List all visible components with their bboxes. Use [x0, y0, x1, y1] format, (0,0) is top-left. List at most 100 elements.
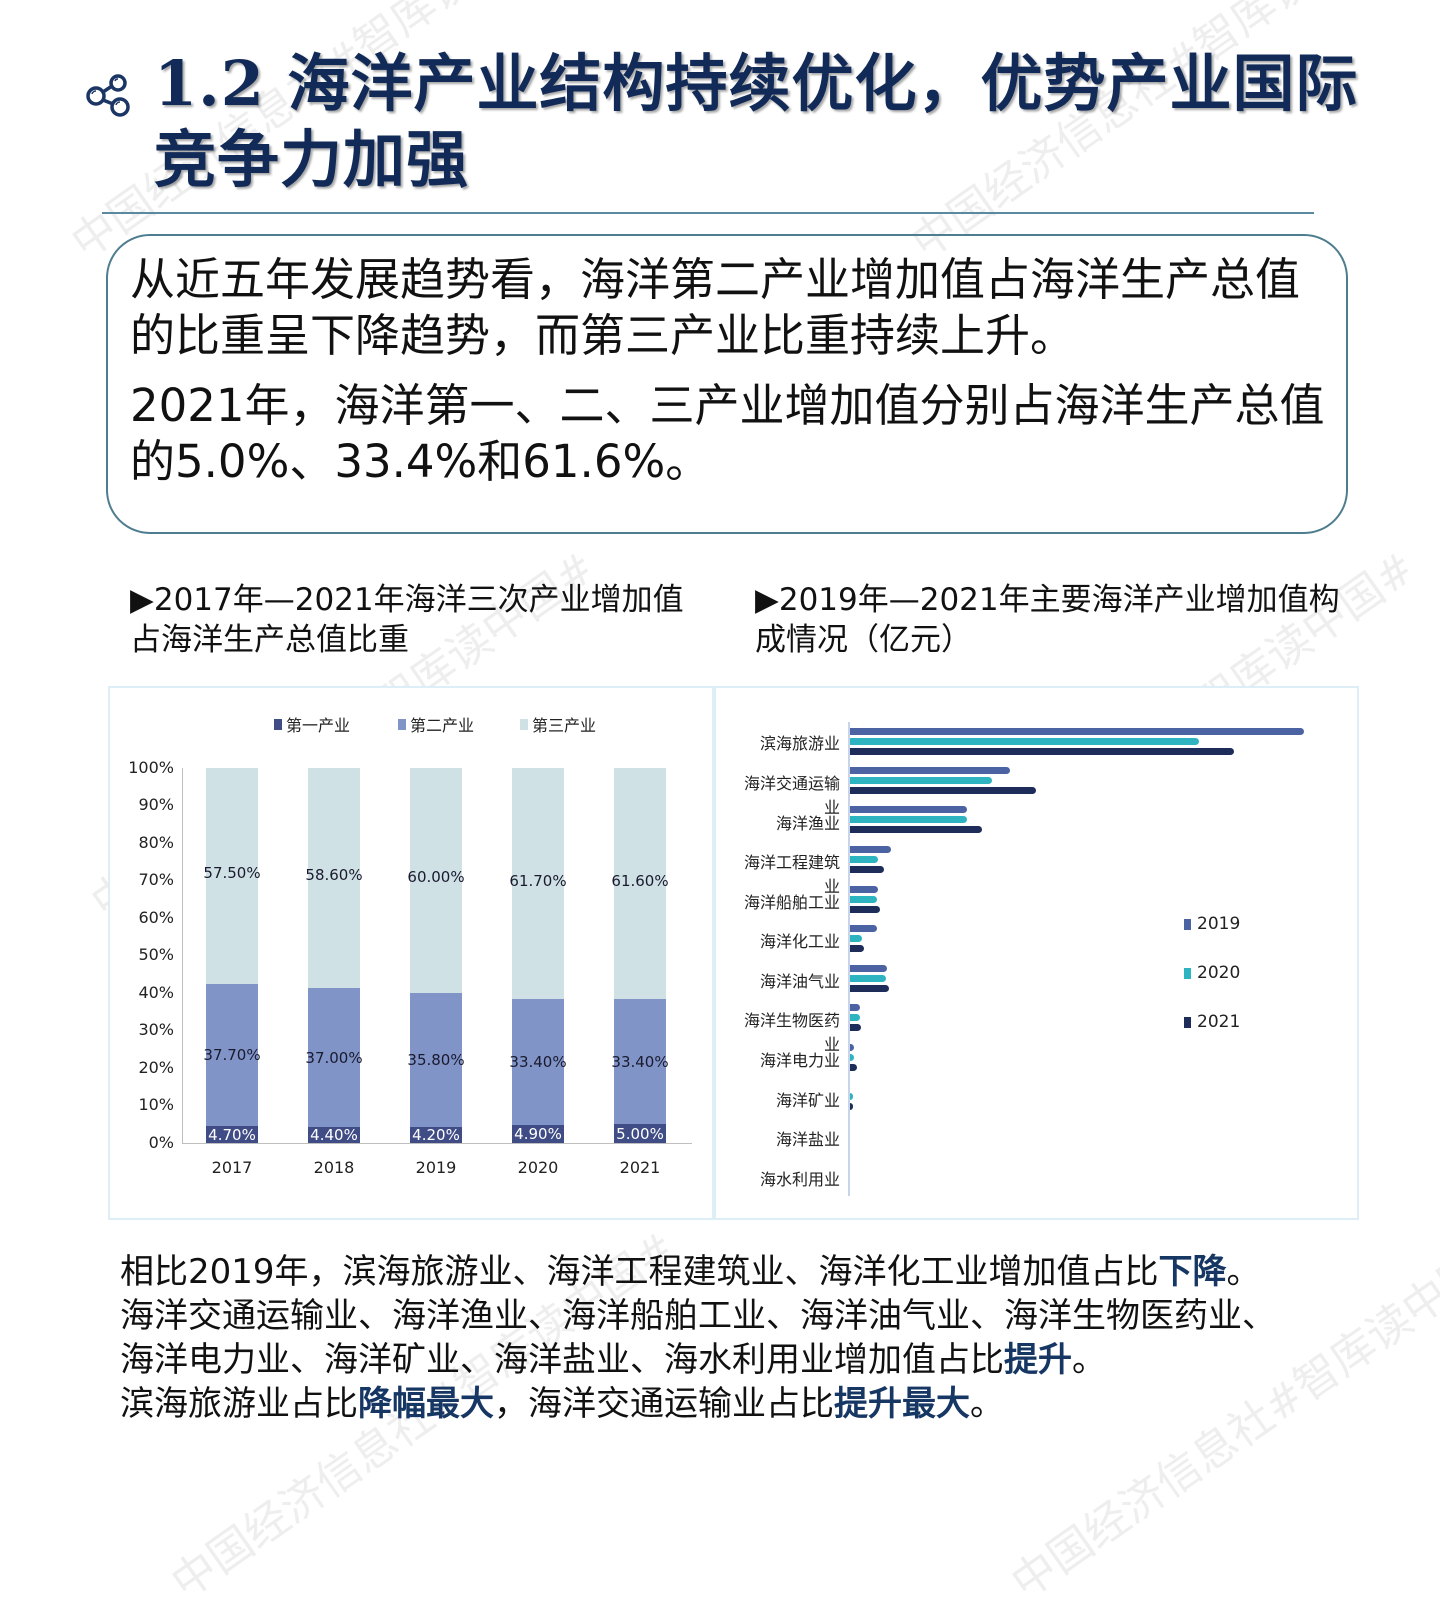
summary-line-1: 相比2019年，滨海旅游业、海洋工程建筑业、海洋化工业增加值占比下降。 [120, 1250, 1400, 1294]
bar-2020 [850, 935, 862, 942]
y-tick: 80% [138, 833, 174, 852]
y-tick: 20% [138, 1058, 174, 1077]
title-divider [102, 212, 1314, 214]
category-label: 海洋盐业 [775, 1130, 840, 1149]
emphasis-increase: 提升 [1004, 1340, 1072, 1380]
summary-line-3: 海洋电力业、海洋矿业、海洋盐业、海水利用业增加值占比提升。 [120, 1338, 1400, 1382]
legend-item-2020: 2020 [1184, 963, 1240, 983]
bar-2021 [850, 945, 864, 952]
x-tick: 2021 [619, 1158, 661, 1177]
y-tick: 50% [138, 945, 174, 964]
legend-item-2019: 2019 [1184, 914, 1240, 934]
bar-secondary: 37.00% [305, 988, 363, 1127]
bar-2020 [850, 856, 878, 863]
bar-primary: 4.90% [512, 1125, 564, 1143]
bar-2019 [850, 846, 891, 853]
x-tick: 2017 [211, 1158, 253, 1177]
category-label: 海洋交通运输业 [743, 774, 840, 817]
bar-2019 [850, 728, 1304, 735]
x-axis [182, 1143, 692, 1144]
bar-2020 [850, 777, 992, 784]
bar-2020 [850, 1014, 860, 1021]
bar-2019 [850, 806, 967, 813]
legend-label: 2019 [1197, 914, 1241, 934]
bar-2020 [850, 816, 967, 823]
summary-text-segment: 。 [1226, 1252, 1261, 1292]
bar-2021 [850, 748, 1234, 755]
share-nodes-icon [86, 74, 130, 117]
left-chart-caption: ▶2017年—2021年海洋三次产业增加值占海洋生产总值比重 [130, 582, 684, 658]
category-label: 海洋工程建筑业 [743, 853, 840, 896]
legend-item-primary: 第一产业 [274, 712, 350, 736]
bar-secondary: 33.40% [509, 999, 567, 1125]
emphasis-largest-decrease: 降幅最大 [358, 1384, 494, 1424]
emphasis-largest-increase: 提升最大 [834, 1384, 970, 1424]
summary-text-segment: 。 [970, 1384, 1004, 1424]
legend-item-2021: 2021 [1184, 1012, 1240, 1032]
legend-item-tertiary: 第三产业 [520, 712, 596, 736]
bar-tertiary: 58.60% [305, 768, 363, 988]
bar-2021 [850, 1024, 861, 1031]
category-label: 海水利用业 [759, 1170, 840, 1189]
bar-2021 [850, 906, 880, 913]
y-tick: 70% [138, 870, 174, 889]
bar-2021 [850, 787, 1036, 794]
bar-2019 [850, 1044, 854, 1051]
bar-2020 [850, 1093, 853, 1100]
category-label: 海洋油气业 [759, 972, 840, 991]
category-label: 海洋矿业 [775, 1091, 840, 1110]
category-label: 海洋渔业 [775, 814, 840, 833]
horizontal-bar-chart: 滨海旅游业 海洋交通运输业 海洋渔业 海洋工程建筑业 海洋船舶工业 海洋化工业 … [714, 686, 1359, 1220]
bar-primary: 4.20% [410, 1126, 462, 1144]
bar-2019 [850, 965, 887, 972]
summary-text-segment: 滨海旅游业占比 [120, 1384, 358, 1424]
title-line-2: 竞争力加强 [154, 123, 470, 196]
title-line-1: 1.2 海洋产业结构持续优化，优势产业国际 [154, 47, 1359, 120]
summary-line-2: 海洋交通运输业、海洋渔业、海洋船舶工业、海洋油气业、海洋生物医药业、 [120, 1296, 1276, 1336]
bar-2020 [850, 738, 1199, 745]
y-tick: 90% [138, 795, 174, 814]
x-tick: 2018 [313, 1158, 355, 1177]
bar-2021 [850, 866, 884, 873]
x-tick: 2019 [415, 1158, 457, 1177]
page-title: 1.2 海洋产业结构持续优化，优势产业国际 竞争力加强 [154, 46, 1384, 198]
category-label: 滨海旅游业 [759, 734, 840, 753]
callout-paragraph-2: 2021年，海洋第一、二、三产业增加值分别占海洋生产总值的5.0%、33.4%和… [130, 379, 1325, 488]
y-tick: 30% [138, 1020, 174, 1039]
callout-paragraph-1: 从近五年发展趋势看，海洋第二产业增加值占海洋生产总值的比重呈下降趋势，而第三产业… [130, 253, 1301, 362]
emphasis-decrease: 下降 [1158, 1252, 1227, 1292]
y-axis [182, 768, 183, 1144]
bar-2020 [850, 896, 877, 903]
category-label: 海洋生物医药业 [743, 1011, 840, 1054]
legend-swatch [398, 718, 406, 730]
bar-tertiary: 61.60% [611, 768, 669, 999]
bar-2021 [850, 826, 982, 833]
bar-secondary: 35.80% [407, 993, 465, 1127]
y-axis [848, 722, 850, 1196]
legend-swatch [1184, 1016, 1191, 1028]
legend-swatch [274, 718, 282, 730]
bar-2019 [850, 886, 878, 893]
bar-secondary: 37.70% [203, 984, 261, 1126]
legend-label: 2020 [1197, 963, 1241, 983]
right-chart-caption: ▶2019年—2021年主要海洋产业增加值构成情况（亿元） [755, 582, 1340, 658]
bar-2021 [850, 1103, 853, 1110]
y-tick: 100% [128, 758, 174, 777]
bar-primary: 4.40% [308, 1126, 360, 1144]
legend-item-secondary: 第二产业 [398, 712, 474, 736]
summary-text-segment: 相比2019年，滨海旅游业、海洋工程建筑业、海洋化工业增加值占比 [120, 1252, 1159, 1292]
legend-swatch [520, 718, 528, 730]
bar-tertiary: 61.70% [509, 768, 567, 999]
y-tick: 40% [138, 983, 174, 1002]
category-label: 海洋化工业 [759, 932, 840, 951]
bar-2020 [850, 1054, 854, 1061]
summary-text-segment: 。 [1072, 1340, 1106, 1380]
legend-label: 第一产业 [286, 716, 351, 735]
summary-callout: 从近五年发展趋势看，海洋第二产业增加值占海洋生产总值的比重呈下降趋势，而第三产业… [106, 234, 1348, 534]
summary-line-4: 滨海旅游业占比降幅最大，海洋交通运输业占比提升最大。 [120, 1382, 1400, 1426]
category-label: 海洋船舶工业 [743, 893, 840, 912]
bar-2019 [850, 925, 877, 932]
bar-2019 [850, 1004, 860, 1011]
legend-label: 2021 [1197, 1012, 1241, 1032]
legend-swatch [1184, 967, 1191, 979]
